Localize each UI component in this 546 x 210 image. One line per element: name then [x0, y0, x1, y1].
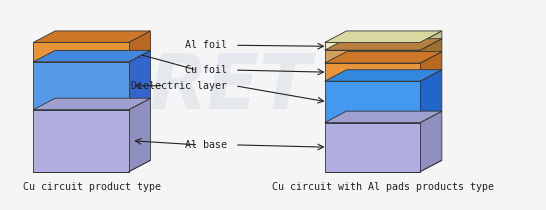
Polygon shape [325, 63, 420, 81]
Polygon shape [420, 70, 442, 123]
Polygon shape [325, 39, 442, 50]
Polygon shape [129, 98, 151, 172]
Polygon shape [325, 31, 442, 42]
Polygon shape [129, 50, 151, 110]
Polygon shape [325, 111, 442, 123]
Polygon shape [420, 31, 442, 50]
Polygon shape [325, 52, 442, 63]
Polygon shape [33, 42, 129, 62]
Text: Dielectric layer: Dielectric layer [130, 81, 227, 91]
Polygon shape [325, 81, 420, 123]
Text: Cu circuit with Al pads products type: Cu circuit with Al pads products type [272, 182, 494, 192]
Polygon shape [33, 110, 129, 172]
Polygon shape [325, 70, 442, 81]
Text: Al foil: Al foil [185, 40, 227, 50]
Polygon shape [420, 52, 442, 81]
Polygon shape [325, 123, 420, 172]
Text: Cu foil: Cu foil [185, 65, 227, 75]
Text: Al base: Al base [185, 140, 227, 150]
Polygon shape [129, 31, 151, 62]
Polygon shape [325, 42, 420, 50]
Text: RET: RET [148, 51, 311, 125]
Polygon shape [33, 98, 151, 110]
Polygon shape [420, 39, 442, 63]
Polygon shape [420, 111, 442, 172]
Text: Cu circuit product type: Cu circuit product type [23, 182, 161, 192]
Polygon shape [33, 31, 151, 42]
Polygon shape [325, 50, 420, 63]
Polygon shape [33, 50, 151, 62]
Polygon shape [33, 62, 129, 110]
